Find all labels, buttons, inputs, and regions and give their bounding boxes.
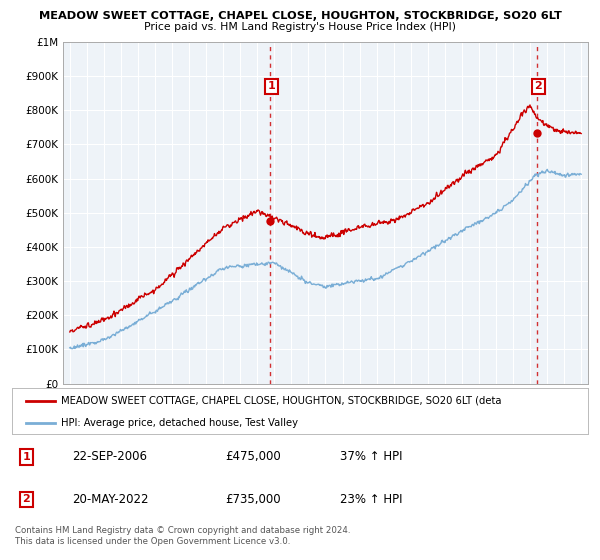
Text: 2: 2 <box>23 494 30 505</box>
Text: 20-MAY-2022: 20-MAY-2022 <box>73 493 149 506</box>
Text: 1: 1 <box>268 81 275 91</box>
Text: Price paid vs. HM Land Registry's House Price Index (HPI): Price paid vs. HM Land Registry's House … <box>144 22 456 32</box>
Text: £475,000: £475,000 <box>225 450 281 463</box>
Text: HPI: Average price, detached house, Test Valley: HPI: Average price, detached house, Test… <box>61 418 298 427</box>
Text: 37% ↑ HPI: 37% ↑ HPI <box>340 450 403 463</box>
Text: 1: 1 <box>23 452 30 462</box>
Text: 23% ↑ HPI: 23% ↑ HPI <box>340 493 403 506</box>
Text: Contains HM Land Registry data © Crown copyright and database right 2024.
This d: Contains HM Land Registry data © Crown c… <box>15 526 350 546</box>
Text: 22-SEP-2006: 22-SEP-2006 <box>73 450 148 463</box>
Text: 2: 2 <box>535 81 542 91</box>
Text: MEADOW SWEET COTTAGE, CHAPEL CLOSE, HOUGHTON, STOCKBRIDGE, SO20 6LT (deta: MEADOW SWEET COTTAGE, CHAPEL CLOSE, HOUG… <box>61 396 502 406</box>
Text: MEADOW SWEET COTTAGE, CHAPEL CLOSE, HOUGHTON, STOCKBRIDGE, SO20 6LT: MEADOW SWEET COTTAGE, CHAPEL CLOSE, HOUG… <box>38 11 562 21</box>
Text: £735,000: £735,000 <box>225 493 281 506</box>
